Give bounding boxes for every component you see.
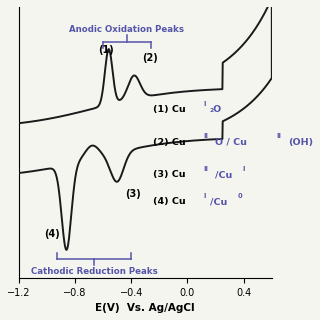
X-axis label: E(V)  Vs. Ag/AgCl: E(V) Vs. Ag/AgCl (95, 303, 195, 313)
Text: /Cu: /Cu (215, 170, 232, 180)
Text: I: I (204, 193, 206, 199)
Text: I: I (204, 101, 206, 107)
Text: II: II (204, 133, 208, 140)
Text: (OH): (OH) (288, 138, 313, 147)
Text: Anodic Oxidation Peaks: Anodic Oxidation Peaks (69, 25, 184, 34)
Text: II: II (204, 166, 208, 172)
Text: (4) Cu: (4) Cu (153, 197, 186, 206)
Text: (4): (4) (44, 229, 60, 239)
Text: (3) Cu: (3) Cu (153, 170, 185, 180)
Text: /Cu: /Cu (210, 197, 227, 206)
Text: (2): (2) (142, 53, 158, 63)
Text: I: I (243, 166, 245, 172)
Text: 0: 0 (238, 193, 242, 199)
Text: O / Cu: O / Cu (215, 138, 247, 147)
Text: (1): (1) (98, 44, 114, 54)
Text: II: II (277, 133, 282, 140)
Text: (1) Cu: (1) Cu (153, 105, 186, 114)
Text: Cathodic Reduction Peaks: Cathodic Reduction Peaks (30, 267, 157, 276)
Text: ₂O: ₂O (210, 105, 222, 114)
Text: (3): (3) (125, 189, 141, 199)
Text: (2) Cu: (2) Cu (153, 138, 186, 147)
